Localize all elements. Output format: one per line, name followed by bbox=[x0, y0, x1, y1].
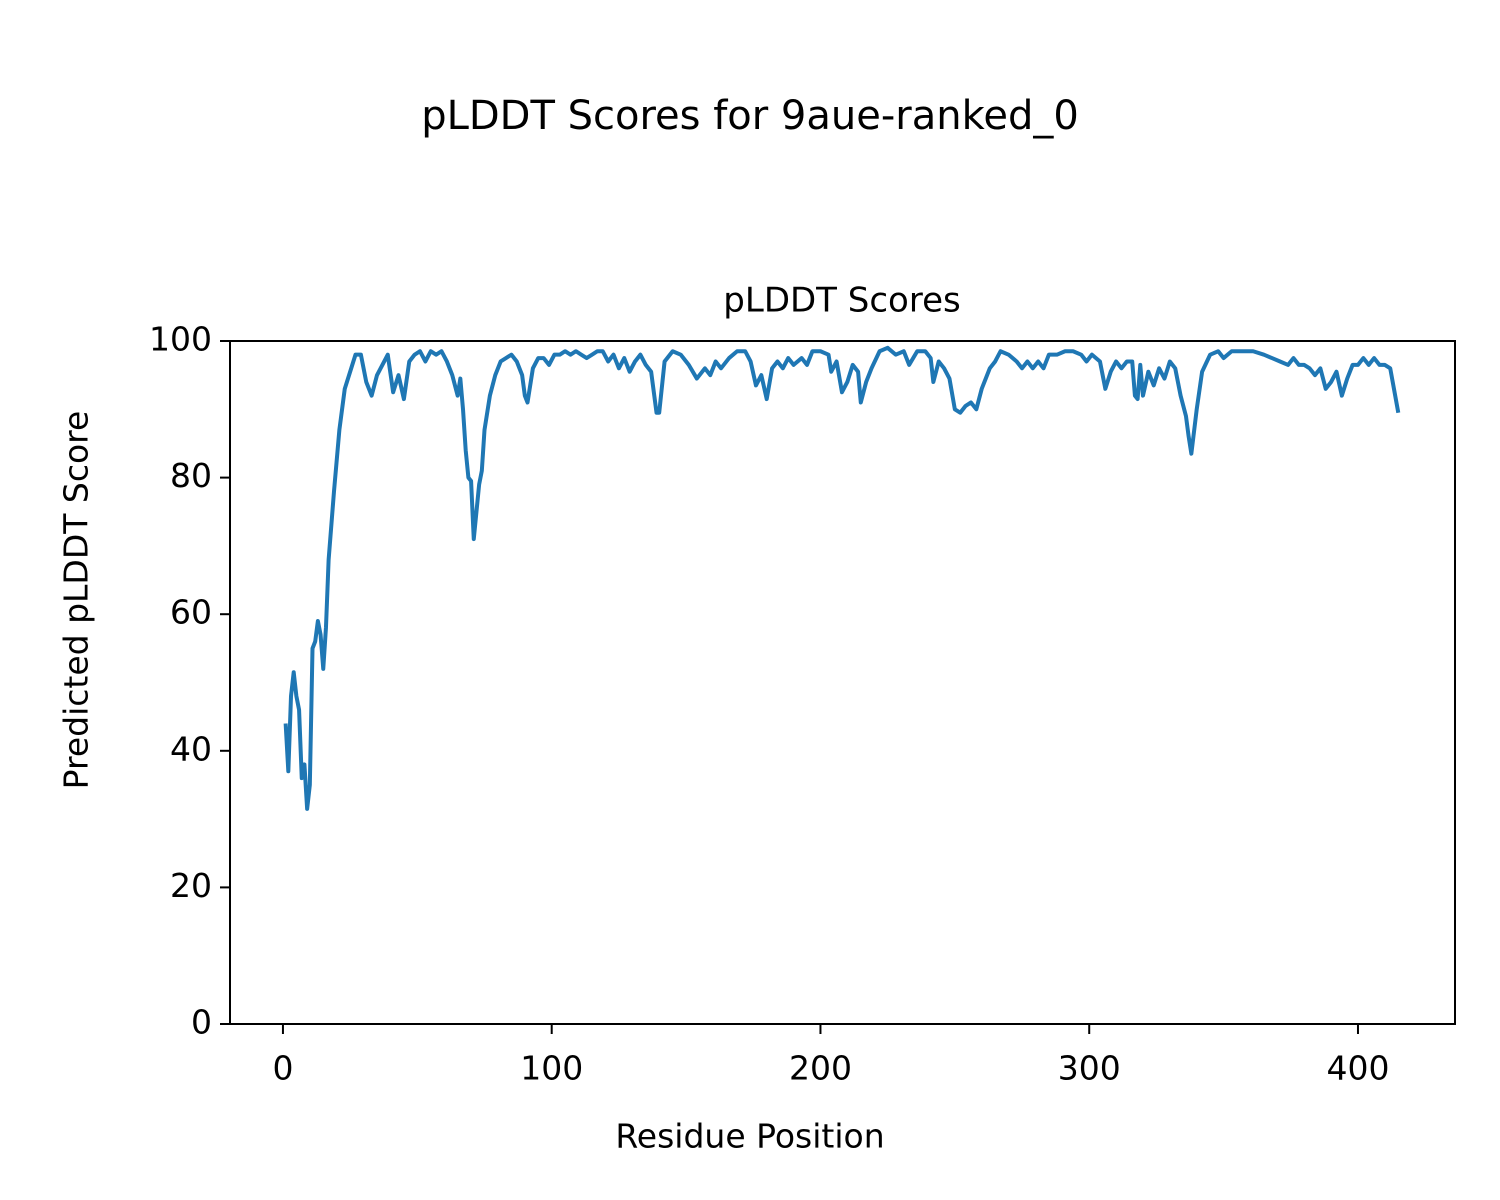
axes-frame bbox=[229, 340, 1456, 1025]
y-tick-label: 40 bbox=[170, 729, 212, 768]
y-tick-label: 80 bbox=[170, 456, 212, 495]
chart-suptitle: pLDDT Scores for 9aue-ranked_0 bbox=[421, 93, 1079, 139]
y-tick-label: 60 bbox=[170, 593, 212, 632]
x-tick-label: 400 bbox=[1326, 1049, 1389, 1088]
axes-title: pLDDT Scores bbox=[723, 281, 960, 321]
y-tick-label: 20 bbox=[170, 866, 212, 905]
y-tick-label: 100 bbox=[149, 320, 212, 359]
y-axis-label: Predicted pLDDT Score bbox=[57, 411, 96, 790]
x-tick-label: 200 bbox=[789, 1049, 852, 1088]
x-tick-label: 100 bbox=[520, 1049, 583, 1088]
x-axis-label: Residue Position bbox=[615, 1117, 884, 1156]
y-tick-label: 0 bbox=[191, 1003, 212, 1042]
data-line bbox=[283, 345, 1401, 811]
x-tick-label: 0 bbox=[272, 1049, 293, 1088]
x-tick-label: 300 bbox=[1058, 1049, 1121, 1088]
